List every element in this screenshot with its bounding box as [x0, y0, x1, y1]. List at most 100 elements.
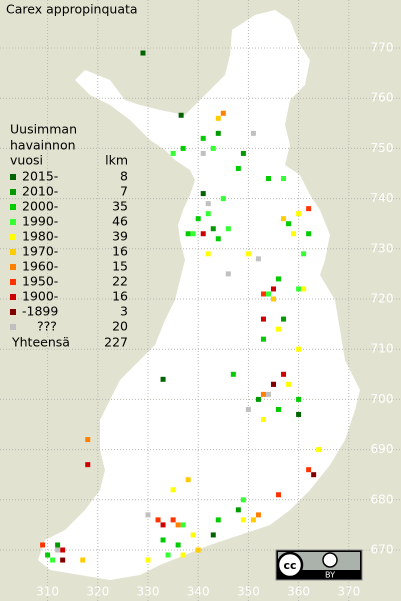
- legend-label: 1950-: [22, 274, 58, 289]
- x-tick-label: 340: [187, 585, 210, 599]
- grid-square: [245, 251, 251, 257]
- legend-label: 1960-: [22, 259, 58, 274]
- legend-count: 46: [112, 214, 128, 229]
- legend-swatch: [10, 204, 16, 210]
- legend-swatch: [10, 264, 16, 270]
- grid-square: [175, 522, 181, 528]
- grid-square: [265, 291, 271, 297]
- grid-square: [265, 176, 271, 182]
- grid-square: [235, 165, 241, 171]
- legend-label: ???: [37, 319, 57, 334]
- legend-swatch: [10, 279, 16, 285]
- grid-square: [55, 542, 61, 548]
- grid-square: [40, 542, 46, 548]
- grid-square: [271, 296, 276, 302]
- grid-square: [281, 371, 287, 377]
- grid-square: [240, 150, 246, 156]
- grid-square: [286, 381, 292, 387]
- x-tick-label: 320: [86, 585, 109, 599]
- legend-swatch: [10, 294, 16, 300]
- grid-square: [281, 216, 287, 222]
- legend-count: 39: [112, 229, 128, 244]
- grid-square: [190, 532, 196, 538]
- grid-square: [145, 557, 151, 563]
- grid-square: [180, 552, 186, 558]
- grid-square: [200, 150, 206, 156]
- grid-square: [316, 447, 322, 453]
- grid-square: [160, 522, 166, 528]
- legend-swatch: [10, 189, 16, 195]
- grid-square: [296, 346, 302, 352]
- grid-square: [205, 211, 211, 217]
- legend-count: 16: [112, 244, 128, 259]
- grid-square: [60, 557, 66, 563]
- grid-square: [60, 547, 66, 553]
- legend-label: -1899: [22, 304, 58, 319]
- x-tick-label: 330: [137, 585, 160, 599]
- finland-outline: [38, 10, 360, 580]
- y-tick-label: 740: [371, 191, 394, 205]
- grid-square: [215, 517, 221, 523]
- grid-square: [195, 216, 201, 222]
- grid-square: [255, 396, 261, 402]
- grid-square: [145, 512, 151, 518]
- legend-count: 8: [120, 169, 128, 184]
- legend-label: 2015-: [22, 169, 58, 184]
- grid-square: [286, 221, 292, 227]
- legend-count: 35: [112, 199, 128, 214]
- grid-square: [178, 112, 184, 118]
- grid-square: [185, 477, 191, 483]
- y-tick-label: 750: [371, 141, 394, 155]
- grid-square: [170, 517, 176, 523]
- grid-square: [255, 512, 261, 518]
- cc-text: cc: [283, 559, 296, 572]
- grid-square: [296, 396, 302, 402]
- legend-title: havainnon: [10, 138, 76, 153]
- grid-square: [276, 326, 282, 332]
- grid-square: [55, 547, 61, 553]
- grid-square: [306, 231, 312, 237]
- y-tick-label: 770: [371, 41, 394, 55]
- grid-square: [85, 462, 91, 468]
- x-tick-label: 310: [36, 585, 59, 599]
- grid-square: [281, 176, 287, 182]
- grid-square: [200, 135, 206, 141]
- legend-label: 2010-: [22, 184, 58, 199]
- grid-square: [200, 191, 206, 197]
- x-tick-label: 350: [237, 585, 260, 599]
- legend-count: 3: [120, 304, 128, 319]
- grid-square: [271, 381, 276, 387]
- grid-square: [210, 532, 216, 538]
- grid-square: [260, 391, 266, 397]
- grid-square: [276, 276, 282, 282]
- grid-square: [260, 316, 266, 322]
- grid-square: [200, 231, 206, 237]
- total-count: 227: [104, 335, 128, 350]
- grid-square: [291, 231, 297, 237]
- legend-swatch: [10, 324, 16, 330]
- by-text: BY: [325, 571, 335, 580]
- legend-title: Uusimman: [10, 122, 77, 137]
- legend-count: 20: [112, 319, 128, 334]
- grid-square: [160, 376, 166, 382]
- title: Carex appropinquata: [6, 2, 138, 17]
- y-tick-label: 730: [371, 241, 394, 255]
- grid-square: [281, 316, 287, 322]
- grid-square: [190, 231, 196, 237]
- y-tick-label: 680: [371, 492, 394, 506]
- cc-icon: [276, 551, 304, 579]
- legend-label: 2000-: [22, 199, 58, 214]
- grid-square: [165, 552, 171, 558]
- legend-count: 15: [112, 259, 128, 274]
- x-tick-label: 370: [337, 585, 360, 599]
- grid-square: [50, 557, 56, 563]
- grid-square: [296, 211, 302, 217]
- by-icon: [322, 552, 338, 568]
- x-tick-label: 360: [287, 585, 310, 599]
- legend-title: vuosi: [10, 153, 43, 168]
- grid-square: [260, 416, 266, 422]
- grid-square: [215, 236, 221, 242]
- grid-square: [260, 336, 266, 342]
- grid-square: [175, 542, 181, 548]
